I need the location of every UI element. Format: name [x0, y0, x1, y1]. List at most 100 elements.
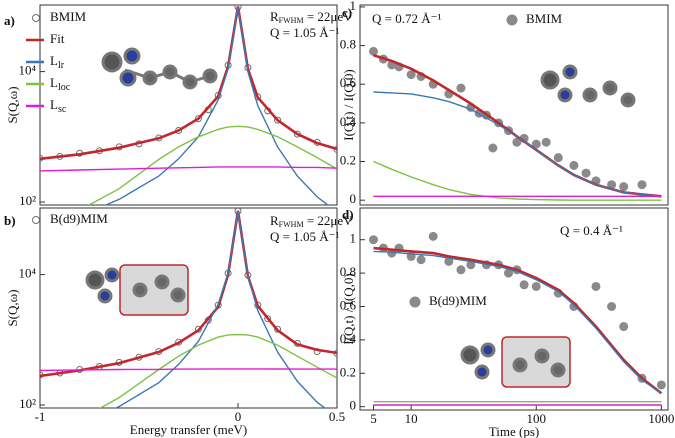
- legend-label: B(d9)MIM: [429, 293, 487, 308]
- legend-subscript: loc: [58, 82, 71, 93]
- data-point: [569, 160, 579, 170]
- data-point: [519, 280, 529, 290]
- plot-frame: [39, 207, 338, 409]
- curve: [40, 166, 337, 172]
- y-axis-label: I(Q,t) / I(Q,0): [341, 69, 356, 140]
- legend-name: B(d9)MIM: [429, 293, 487, 308]
- legend-label: Llr: [50, 53, 65, 71]
- y-axis-label: S(Q,ω): [5, 289, 20, 326]
- legend-name: L: [50, 75, 58, 90]
- legend-subscript: sc: [58, 104, 67, 115]
- x-tick-label: 100: [527, 411, 547, 426]
- annotation-text: Q = 0.72 Å⁻¹: [372, 11, 441, 26]
- annotation-text: R: [270, 9, 279, 24]
- y-tick-label: 0.6: [340, 75, 357, 90]
- legend-label: B(d9)MIM: [50, 211, 108, 226]
- legend-label: Fit: [50, 31, 65, 46]
- data-point: [456, 83, 466, 93]
- data-point: [512, 137, 522, 147]
- molecule-d: [460, 336, 571, 388]
- legend-name: L: [50, 53, 58, 68]
- annotation: RFWHM = 22μeV: [270, 9, 353, 25]
- y-tick-label: 0: [350, 398, 357, 413]
- data-point: [264, 315, 272, 323]
- annotation: Q = 0.4 Å⁻¹: [560, 223, 623, 238]
- data-point: [368, 46, 378, 56]
- y-axis-label: I(Q,t) / I(Q,0): [341, 273, 356, 344]
- molecule-b: [85, 264, 189, 316]
- data-point: [531, 139, 541, 149]
- data-point: [406, 70, 416, 80]
- curve: [114, 210, 326, 408]
- data-point: [619, 182, 629, 192]
- data-point: [194, 115, 202, 123]
- data-point: [581, 168, 591, 178]
- data-point: [456, 265, 466, 275]
- legend-name: Fit: [50, 31, 65, 46]
- legend-label: Lloc: [50, 75, 71, 93]
- annotation-subscript: FWHM: [279, 220, 304, 229]
- data-point: [619, 322, 629, 332]
- data-point: [274, 325, 282, 333]
- annotation-subscript: FWHM: [279, 16, 304, 25]
- curve: [373, 160, 662, 201]
- data-point: [637, 180, 647, 190]
- legend-name: L: [50, 97, 58, 112]
- x-tick-label: 1000: [648, 411, 674, 426]
- annotation-text: = 22μeV: [304, 9, 354, 24]
- annotation: Q = 1.05 Å⁻¹: [270, 25, 339, 40]
- y-tick-label: 0.4: [340, 114, 357, 129]
- y-tick-label: 10⁴: [18, 266, 36, 281]
- x-tick-label: 5: [370, 411, 377, 426]
- curve: [373, 250, 662, 394]
- legend-symbol: [409, 296, 421, 308]
- data-point: [194, 325, 202, 333]
- panel-label: c): [342, 5, 352, 20]
- data-point: [428, 231, 438, 241]
- annotation: Q = 0.72 Å⁻¹: [372, 11, 441, 26]
- legend-symbol: [32, 216, 40, 224]
- plot-area: [40, 208, 337, 408]
- curve: [373, 246, 663, 395]
- data-point: [541, 137, 551, 147]
- x-tick-label: 0: [235, 409, 242, 424]
- molecule-c: [540, 64, 636, 108]
- annotation-text: = 22μeV: [304, 213, 354, 228]
- data-point: [416, 255, 426, 265]
- data-point: [274, 116, 282, 124]
- y-tick-label: 0.6: [340, 297, 357, 312]
- x-axis-label: Time (ps): [489, 424, 539, 438]
- legend-name: BMIM: [50, 9, 87, 24]
- x-tick-label: 0.5: [329, 409, 345, 424]
- plot-frame: [359, 207, 669, 411]
- plot-area: [40, 5, 337, 205]
- data-point: [656, 380, 666, 390]
- y-tick-label: 0.4: [340, 331, 357, 346]
- y-tick-label: 0.8: [340, 264, 356, 279]
- molecule-a: [101, 47, 218, 90]
- data-point: [368, 235, 378, 245]
- x-tick-label: 10: [405, 411, 418, 426]
- plot-frame: [359, 4, 669, 206]
- plot-area: [368, 46, 662, 201]
- panel-label: b): [4, 213, 16, 228]
- legend-symbol: [32, 14, 40, 22]
- x-axis-label: Energy transfer (meV): [130, 422, 247, 437]
- data-point: [591, 281, 601, 291]
- annotation-text: R: [270, 213, 279, 228]
- legend-label: BMIM: [50, 9, 87, 24]
- x-tick-label: -1: [35, 409, 46, 424]
- curve: [87, 125, 337, 205]
- curve: [104, 6, 329, 205]
- curve: [98, 333, 337, 408]
- data-point: [488, 143, 498, 153]
- y-tick-label: 0.8: [340, 37, 356, 52]
- y-tick-label: 10²: [19, 396, 36, 411]
- legend-subscript: lr: [58, 60, 65, 71]
- annotation: RFWHM = 22μeV: [270, 213, 353, 229]
- legend-name: B(d9)MIM: [50, 211, 108, 226]
- panel-label: d): [342, 207, 354, 222]
- annotation: Q = 1.05 Å⁻¹: [270, 229, 339, 244]
- annotation-text: Q = 1.05 Å⁻¹: [270, 25, 339, 40]
